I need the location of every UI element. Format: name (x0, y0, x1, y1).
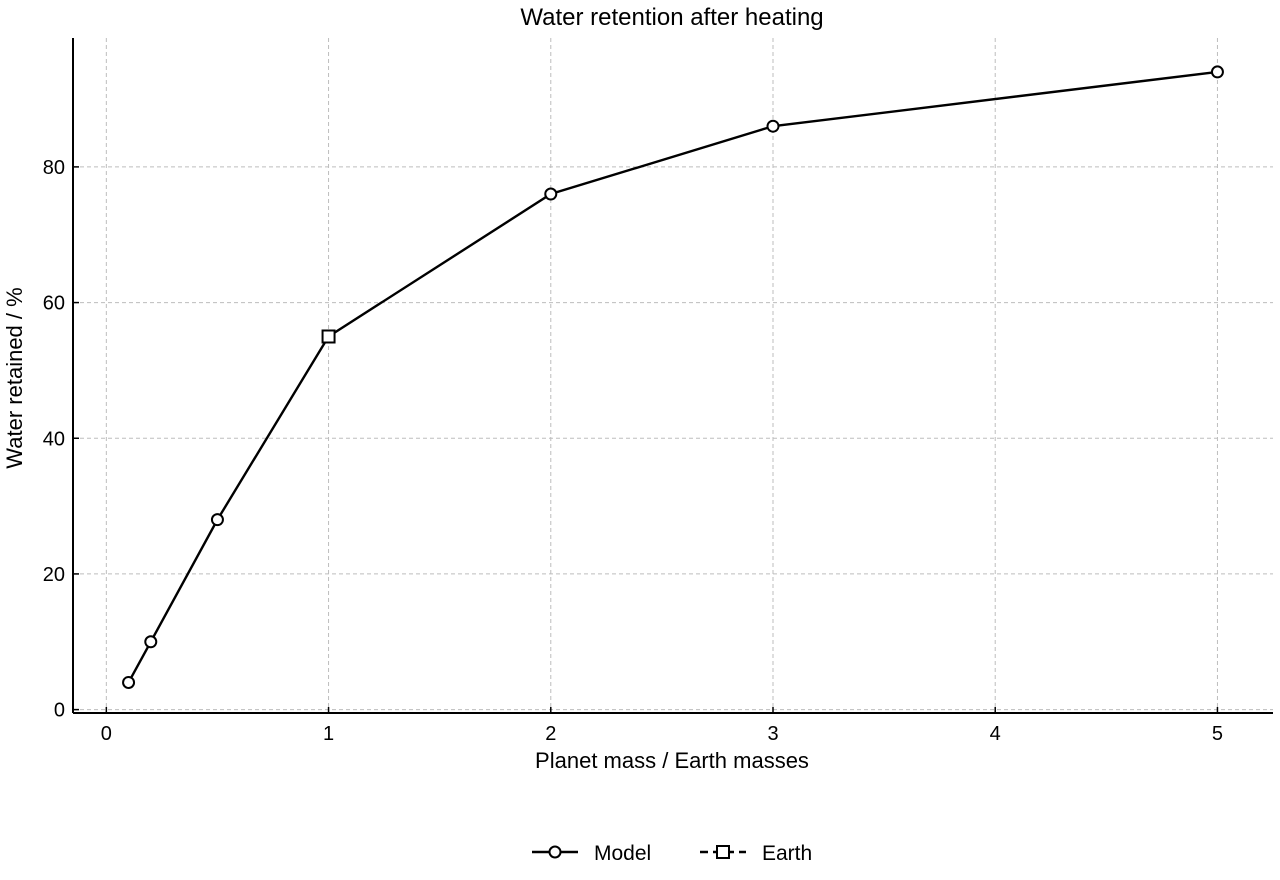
legend-label-earth: Earth (762, 842, 812, 865)
axes (72, 38, 1273, 714)
series-line-model (127, 70, 1218, 684)
x-axis-label: Planet mass / Earth masses (535, 748, 809, 773)
data-point-model (766, 119, 780, 133)
legend-marker-earth (716, 845, 730, 859)
grid-lines (73, 38, 1273, 713)
x-tick-label: 3 (767, 723, 778, 745)
x-tick-label: 2 (545, 723, 556, 745)
x-tick-label: 1 (323, 723, 334, 745)
y-tick-label: 40 (43, 428, 65, 450)
data-point-model (1210, 65, 1224, 79)
y-tick-label: 80 (43, 157, 65, 179)
tick-labels: 0 1 2 3 4 5 0 20 40 60 80 (43, 157, 1223, 745)
legend-label-model: Model (594, 842, 651, 865)
chart-title: Water retention after heating (520, 4, 823, 31)
data-point-model (544, 187, 558, 201)
y-axis-label: Water retained / % (2, 287, 27, 468)
x-tick-label: 4 (990, 723, 1001, 745)
legend-item-earth: Earth (700, 842, 812, 865)
y-tick-label: 20 (43, 564, 65, 586)
series-layer (122, 65, 1224, 689)
data-point-earth (321, 329, 336, 344)
legend: Model Earth (532, 842, 812, 865)
series-model (122, 65, 1224, 689)
legend-marker-model (548, 845, 562, 859)
legend-item-model: Model (532, 842, 651, 865)
x-tick-label: 5 (1212, 723, 1223, 745)
y-tick-label: 60 (43, 293, 65, 315)
y-tick-label: 0 (54, 700, 65, 722)
data-point-model (144, 635, 158, 649)
series-earth (321, 329, 336, 344)
x-tick-label: 0 (101, 723, 112, 745)
data-point-model (210, 513, 224, 527)
data-point-model (122, 675, 136, 689)
